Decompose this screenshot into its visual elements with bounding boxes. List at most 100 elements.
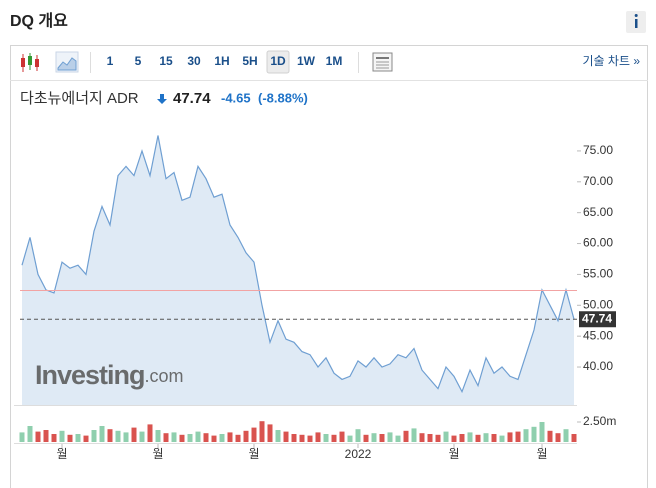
volume-bar [507, 432, 513, 442]
area-fill [22, 135, 574, 405]
volume-bar [443, 431, 449, 442]
volume-bar [83, 435, 89, 442]
watermark: Investing.com [35, 360, 184, 390]
price-line [21, 135, 575, 394]
volume-bar [363, 434, 369, 442]
volume-bar [179, 434, 185, 442]
volume-bar [67, 434, 73, 442]
volume-bar [331, 434, 337, 442]
volume-bar [107, 429, 113, 442]
last-price: 47.74 [173, 90, 211, 107]
x-tick-label: 월 [56, 447, 67, 461]
volume-bar [243, 430, 249, 442]
volume-bar [187, 434, 193, 442]
volume-bar [371, 433, 377, 442]
volume-bar [275, 430, 281, 442]
volume-bar [115, 430, 121, 442]
y-tick-label: 60.00 [583, 236, 613, 250]
volume-bar [283, 431, 289, 442]
volume-bar [379, 434, 385, 442]
volume-bar [435, 434, 441, 442]
candle-icon[interactable] [21, 53, 39, 72]
volume-bar [35, 431, 41, 442]
volume-bar [339, 431, 345, 442]
interval-button[interactable]: 15 [159, 54, 173, 68]
volume-bar [387, 432, 393, 442]
volume-bar [267, 424, 273, 442]
x-tick-label: 2022 [345, 447, 372, 461]
interval-button[interactable]: 5 [135, 54, 142, 68]
volume-bar [147, 424, 153, 442]
interval-button[interactable]: 1M [326, 54, 343, 68]
info-button[interactable] [626, 11, 646, 33]
interval-button[interactable]: 1H [214, 54, 229, 68]
volume-bar [467, 432, 473, 442]
technical-chart-link[interactable]: 기술 차트 » [582, 54, 640, 68]
volume-bar [259, 421, 265, 442]
volume-bar [355, 429, 361, 442]
widget-title: DQ 개요 [10, 11, 68, 30]
volume-bar [315, 432, 321, 442]
volume-bar [307, 435, 313, 442]
volume-bar [139, 431, 145, 442]
interval-button[interactable]: 1W [297, 54, 316, 68]
volume-bar [163, 433, 169, 442]
panel [10, 45, 648, 488]
selected-interval-bg [266, 50, 290, 74]
volume-bar [91, 430, 97, 442]
volume-bar [475, 434, 481, 442]
volume-bar [59, 430, 65, 442]
volume-bar [299, 434, 305, 442]
y-tick-label: 70.00 [583, 174, 613, 188]
volume-bar [171, 432, 177, 442]
y-tick-label: 50.00 [583, 297, 613, 311]
volume-bar [203, 433, 209, 442]
volume-bar [483, 433, 489, 442]
volume-bar [195, 431, 201, 442]
volume-bar [491, 434, 497, 442]
volume-bar [515, 431, 521, 442]
interval-button[interactable]: 1 [107, 54, 114, 68]
volume-bar [395, 435, 401, 442]
volume-bar [451, 435, 457, 442]
volume-bar [19, 432, 25, 442]
price-change-pct: (-8.88%) [258, 90, 308, 105]
x-tick-label: 월 [152, 447, 163, 461]
volume-bar [411, 428, 417, 442]
interval-button[interactable]: 5H [242, 54, 257, 68]
x-tick-label: 월 [248, 447, 259, 461]
volume-bar [347, 435, 353, 442]
volume-bar [131, 427, 137, 442]
volume-bar [251, 427, 257, 442]
y-tick-label: 40.00 [583, 359, 613, 373]
volume-bar [219, 434, 225, 442]
volume-bar [227, 432, 233, 442]
watermark-suffix: .com [145, 366, 184, 386]
volume-tick-label: 2.50m [583, 414, 616, 428]
volume-bar [235, 434, 241, 442]
interval-button[interactable]: 1D [270, 54, 286, 68]
volume-bar [75, 434, 81, 442]
volume-bar [555, 433, 561, 442]
volume-bar [539, 422, 545, 442]
volume-bar [99, 426, 105, 442]
table-icon[interactable] [372, 52, 393, 72]
y-tick-label: 75.00 [583, 143, 613, 157]
volume-bar [323, 434, 329, 442]
volume-bar [523, 429, 529, 442]
volume-bar [571, 434, 577, 442]
volume-bar [403, 430, 409, 442]
instrument-name: 다초뉴에너지 ADR [20, 90, 139, 107]
volume-bar [499, 435, 505, 442]
x-tick-label: 월 [536, 447, 547, 461]
volume-bar [43, 430, 49, 442]
volume-bar [291, 434, 297, 442]
interval-button[interactable]: 30 [187, 54, 201, 68]
y-tick-label: 45.00 [583, 328, 613, 342]
watermark-brand: Investing [35, 360, 145, 390]
volume-bar [563, 429, 569, 442]
y-tick-label: 55.00 [583, 267, 613, 281]
last-price-label: 47.74 [582, 311, 612, 325]
area-icon[interactable] [55, 51, 79, 73]
volume-bar [419, 433, 425, 442]
